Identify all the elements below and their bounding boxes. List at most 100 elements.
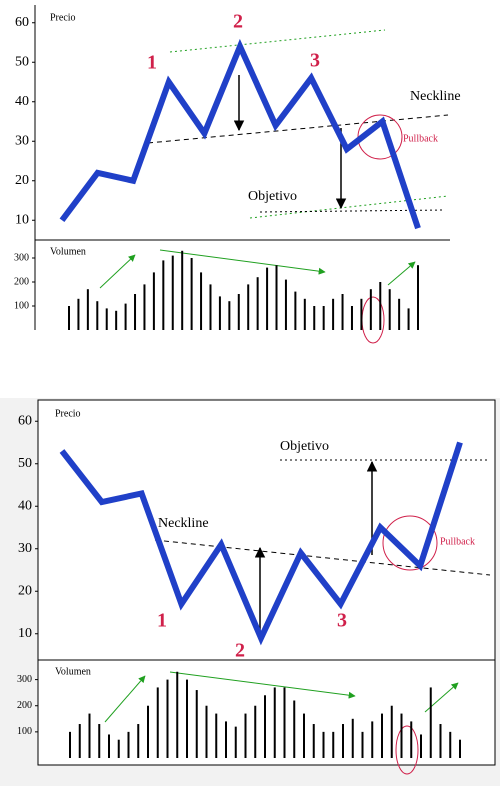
volume-bar bbox=[332, 298, 335, 330]
annotation: 2 bbox=[233, 11, 243, 33]
arrow bbox=[159, 249, 326, 275]
volume-bar bbox=[195, 690, 198, 758]
y-tick-label: 40 bbox=[18, 498, 32, 513]
volume-bar bbox=[351, 718, 354, 758]
volume-bar bbox=[88, 713, 91, 758]
y-tick-label: 30 bbox=[18, 541, 32, 556]
volume-bar bbox=[247, 284, 250, 330]
volume-bar bbox=[379, 282, 382, 330]
volume-bar bbox=[264, 695, 266, 758]
volume-bar bbox=[209, 284, 212, 330]
volume-bar bbox=[225, 721, 227, 758]
y-tick-label: 10 bbox=[18, 626, 32, 641]
volume-bar bbox=[127, 731, 130, 758]
volume-bar bbox=[342, 724, 344, 758]
y-tick-label: 200 bbox=[17, 700, 32, 711]
volume-bar bbox=[350, 306, 353, 330]
trend-line bbox=[249, 195, 449, 219]
volume-bar bbox=[283, 687, 286, 758]
volume-bar bbox=[190, 258, 193, 330]
volume-bar bbox=[284, 279, 287, 330]
volume-bar bbox=[371, 721, 374, 758]
annotation: 1 bbox=[157, 610, 167, 632]
volume-bar bbox=[361, 731, 364, 758]
volume-bar bbox=[417, 265, 419, 330]
axis-label: Volumen bbox=[55, 666, 91, 677]
volume-bar bbox=[234, 726, 237, 758]
arrow bbox=[99, 254, 136, 289]
volume-bar bbox=[147, 705, 149, 758]
volume-bar bbox=[205, 705, 208, 758]
highlight-circle bbox=[382, 515, 438, 571]
volume-bar bbox=[449, 731, 452, 758]
volume-bar bbox=[186, 679, 188, 758]
arrow bbox=[104, 675, 146, 723]
trend-line bbox=[169, 29, 386, 53]
volume-bar bbox=[105, 308, 108, 330]
volume-bar bbox=[117, 739, 120, 758]
y-tick-label: 60 bbox=[18, 413, 32, 428]
volume-bar bbox=[254, 705, 257, 758]
volume-bar bbox=[228, 301, 231, 330]
y-tick-label: 60 bbox=[15, 15, 29, 30]
volume-bar bbox=[369, 289, 372, 330]
volume-bar bbox=[152, 272, 155, 330]
volume-bar bbox=[86, 289, 89, 330]
highlight-ellipse bbox=[395, 725, 419, 775]
y-tick-label: 100 bbox=[14, 300, 29, 311]
volume-bar bbox=[459, 739, 461, 758]
volume-bar bbox=[266, 267, 269, 330]
axis-label: Precio bbox=[50, 12, 76, 23]
arrow bbox=[169, 671, 356, 699]
y-tick-label: 40 bbox=[15, 94, 29, 109]
volume-bar bbox=[77, 298, 80, 330]
volume-bar bbox=[218, 296, 221, 330]
volume-bar bbox=[293, 700, 296, 758]
arrow bbox=[387, 261, 416, 286]
volume-bar bbox=[137, 724, 140, 758]
volume-bar bbox=[400, 713, 403, 758]
volume-bar bbox=[332, 731, 335, 758]
volume-bar bbox=[439, 724, 442, 758]
y-tick-label: 30 bbox=[15, 133, 29, 148]
y-tick-label: 300 bbox=[14, 252, 29, 263]
price-line bbox=[59, 441, 463, 646]
y-tick-label: 100 bbox=[17, 726, 32, 737]
volume-bar bbox=[381, 713, 383, 758]
volume-bar bbox=[341, 294, 344, 330]
annotation: Objetivo bbox=[248, 189, 297, 204]
volume-bar bbox=[200, 272, 203, 330]
annotation: Pullback bbox=[403, 133, 438, 144]
volume-bar bbox=[420, 734, 422, 758]
y-tick-label: 300 bbox=[17, 674, 32, 685]
price-line bbox=[59, 38, 421, 230]
volume-bar bbox=[398, 298, 401, 330]
y-tick-label: 20 bbox=[18, 583, 32, 598]
volume-bar bbox=[134, 294, 137, 330]
annotation: 2 bbox=[235, 640, 245, 662]
volume-bar bbox=[156, 687, 159, 758]
y-tick-label: 50 bbox=[18, 456, 32, 471]
volume-bar bbox=[390, 705, 393, 758]
volume-bar bbox=[256, 277, 259, 330]
y-tick-label: 20 bbox=[15, 173, 29, 188]
annotation: Objetivo bbox=[280, 439, 329, 454]
annotation: Neckline bbox=[410, 89, 461, 104]
volume-bar bbox=[176, 671, 179, 758]
volume-bar bbox=[108, 734, 110, 758]
volume-bar bbox=[69, 731, 71, 758]
volume-bar bbox=[162, 260, 165, 330]
volume-bar bbox=[237, 294, 240, 330]
volume-bar bbox=[294, 291, 297, 330]
volume-bar bbox=[303, 713, 305, 758]
y-tick-label: 200 bbox=[14, 276, 29, 287]
volume-bar bbox=[166, 679, 169, 758]
volume-bar bbox=[98, 724, 101, 758]
volume-bar bbox=[312, 724, 315, 758]
volume-bar bbox=[124, 303, 127, 330]
axis-label: Volumen bbox=[50, 246, 86, 257]
annotation: 3 bbox=[310, 50, 320, 72]
target-line bbox=[259, 209, 446, 213]
volume-bar bbox=[68, 306, 70, 330]
volume-bar bbox=[215, 713, 218, 758]
